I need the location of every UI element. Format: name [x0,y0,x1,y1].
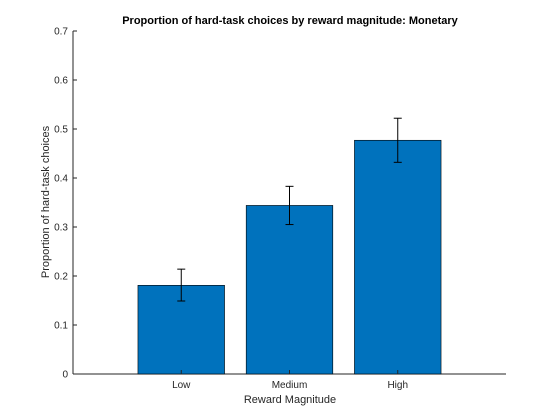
x-tick-label: Low [172,380,191,391]
y-tick-label: 0.3 [54,223,68,234]
bar-high [354,139,442,375]
plot-area: 0 0.1 0.2 0.3 0.4 0.5 0.6 0.7 Low Medium High [54,27,506,391]
chart-title: Proportion of hard-task choices by rewar… [122,15,458,27]
x-axis-label: Reward Magnitude [244,394,336,406]
y-tick-label: 0.2 [54,272,68,283]
y-tick-label: 0 [62,370,68,381]
y-axis-label: Proportion of hard-task choices [40,125,52,278]
x-tick-label: High [387,380,408,391]
y-tick-label: 0.4 [54,174,68,185]
y-tick-label: 0.1 [54,321,68,332]
y-tick-label: 0.5 [54,125,68,136]
bar-medium [245,205,334,375]
x-tick-label: Medium [272,380,308,391]
y-tick-label: 0.6 [54,76,68,87]
y-tick-label: 0.7 [54,27,68,38]
